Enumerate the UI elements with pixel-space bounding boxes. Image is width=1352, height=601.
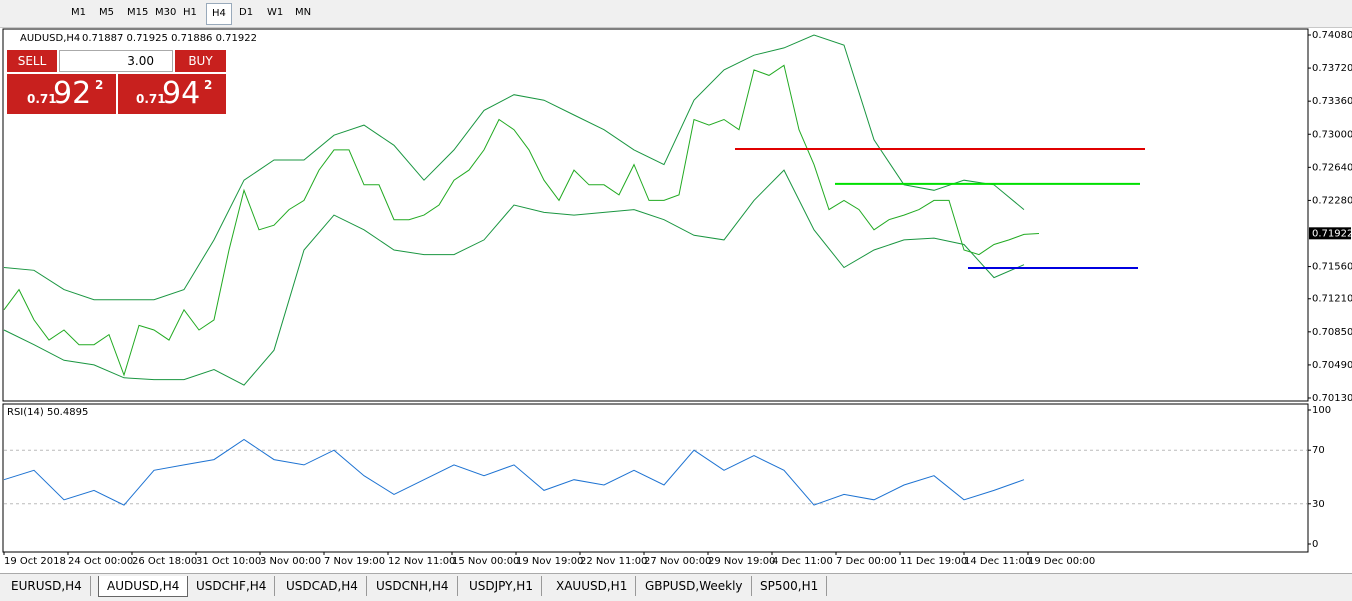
x-tick-label: 26 Oct 18:00 [132,556,197,567]
x-tick-label: 7 Nov 19:00 [324,556,385,567]
x-tick-label: 3 Nov 00:00 [260,556,321,567]
y-tick-label: 0.73000 [1312,129,1352,140]
rsi-pane [2,403,1309,553]
price-line [3,64,1040,377]
timeframe-button[interactable]: D1 [239,7,254,18]
y-tick-label: 0.73720 [1312,63,1352,74]
y-tick-label: 0.70850 [1312,327,1352,338]
symbol-tab[interactable]: AUDUSD,H4 [98,576,189,597]
symbol-tab[interactable]: EURUSD,H4 [3,576,91,596]
y-tick-label: 0.72640 [1312,162,1352,173]
bid-prefix: 0.71 [27,92,57,106]
ask-price[interactable]: 0.71 94 2 [118,74,226,114]
x-tick-label: 12 Nov 11:00 [388,556,455,567]
x-tick-label: 7 Dec 00:00 [836,556,897,567]
y-tick-label: 0.73360 [1312,96,1352,107]
current-price-tag [1309,227,1351,240]
sell-button[interactable]: SELL [7,50,57,72]
current-price-label: 0.71922 [1312,228,1352,239]
bid-price[interactable]: 0.71 92 2 [7,74,116,114]
rsi-label: RSI(14) 50.4895 [7,407,88,418]
ask-prefix: 0.71 [136,92,166,106]
y-tick-label: 0.71560 [1312,262,1352,273]
buy-button[interactable]: BUY [175,50,226,72]
bollinger-upper [3,34,1025,301]
x-tick-label: 19 Oct 2018 [4,556,66,567]
x-tick-label: 19 Nov 19:00 [516,556,583,567]
bollinger-lower [3,169,1025,386]
symbol-tab[interactable]: SP500,H1 [752,576,828,596]
toolbar: M1 M5 M15 M30 H1 H4 D1 W1 MN [0,0,1352,28]
symbol-tab[interactable]: USDJPY,H1 [461,576,542,596]
x-tick-label: 19 Dec 00:00 [1028,556,1095,567]
y-tick-label: 0.72280 [1312,195,1352,206]
y-tick-label: 0.74080 [1312,30,1352,41]
symbol-tab[interactable]: XAUUSD,H1 [548,576,637,596]
timeframe-button[interactable]: MN [295,7,312,18]
main-pane [2,28,1309,402]
timeframe-button[interactable]: H1 [183,7,197,18]
lot-input[interactable]: 3.00 [59,50,173,72]
symbol-tab[interactable]: USDCHF,H4 [188,576,276,596]
y-tick-label: 70 [1312,445,1325,456]
y-tick-label: 0.70490 [1312,360,1352,371]
y-tick-label: 100 [1312,405,1331,416]
timeframe-button[interactable]: W1 [267,7,284,18]
ask-big: 94 [162,76,201,111]
timeframe-button[interactable]: M30 [155,7,177,18]
x-tick-label: 11 Dec 19:00 [900,556,967,567]
y-tick-label: 0 [1312,539,1318,550]
x-tick-label: 14 Dec 11:00 [964,556,1031,567]
chart: AUDUSD,H4 0.71887 0.71925 0.71886 0.7192… [2,28,1352,567]
x-tick-label: 4 Dec 11:00 [772,556,833,567]
x-tick-label: 15 Nov 00:00 [452,556,519,567]
x-tick-label: 27 Nov 00:00 [644,556,711,567]
symbol-label: AUDUSD,H4 [20,33,80,44]
timeframe-button[interactable]: M1 [71,7,86,18]
trade-panel: SELL 3.00 BUY 0.71 92 2 0.71 94 2 [7,50,226,114]
rsi-line [3,438,1025,506]
symbol-tab[interactable]: GBPUSD,Weekly [637,576,752,596]
timeframe-button[interactable]: H4 [206,3,232,25]
symbol-tabs: EURUSD,H4 AUDUSD,H4 USDCHF,H4 USDCAD,H4 USDC… [0,573,1352,601]
timeframe-button[interactable]: M15 [127,7,149,18]
bid-small: 2 [95,78,104,92]
bid-big: 92 [53,76,92,111]
x-tick-label: 22 Nov 11:00 [580,556,647,567]
y-tick-label: 0.71210 [1312,294,1352,305]
x-tick-label: 24 Oct 00:00 [68,556,133,567]
quote-label: 0.71887 0.71925 0.71886 0.71922 [82,33,257,44]
symbol-tab[interactable]: USDCNH,H4 [368,576,458,596]
timeframe-button[interactable]: M5 [99,7,114,18]
symbol-tab[interactable]: USDCAD,H4 [278,576,367,596]
y-tick-label: 30 [1312,499,1325,510]
y-tick-label: 0.70130 [1312,393,1352,404]
x-tick-label: 29 Nov 19:00 [708,556,775,567]
ask-small: 2 [204,78,213,92]
x-tick-label: 31 Oct 10:00 [196,556,261,567]
